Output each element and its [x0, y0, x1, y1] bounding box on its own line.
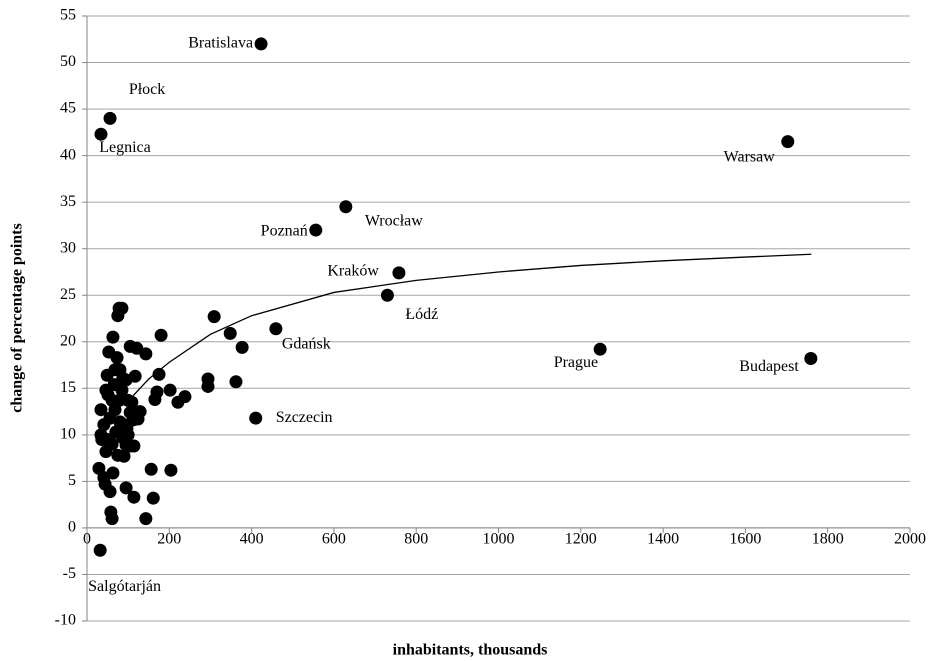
point [101, 388, 115, 402]
point-label: Prague [554, 354, 598, 371]
point [201, 379, 215, 393]
point [269, 322, 283, 336]
x-tick-label: 1000 [483, 531, 515, 548]
point [127, 490, 141, 504]
point-label: Szczecin [276, 409, 333, 426]
x-tick-label: 600 [322, 531, 346, 548]
point [254, 37, 268, 51]
y-tick-label: 5 [68, 472, 76, 489]
y-tick-label: -5 [63, 565, 76, 582]
y-tick-label: 40 [60, 146, 76, 163]
point [104, 505, 118, 519]
point [152, 367, 166, 381]
point [207, 310, 221, 324]
point [339, 200, 353, 214]
point [125, 395, 139, 409]
point [380, 288, 394, 302]
x-tick-label: 1800 [812, 531, 844, 548]
point [119, 481, 133, 495]
x-tick-label: 1600 [729, 531, 761, 548]
x-tick-label: 400 [240, 531, 264, 548]
y-axis-label: change of percentage points [9, 223, 26, 412]
y-tick-label: 20 [60, 332, 76, 349]
point-label: Gdańsk [282, 335, 331, 352]
y-tick-label: 10 [60, 426, 76, 443]
point [146, 491, 160, 505]
point [144, 462, 158, 476]
point [171, 395, 185, 409]
point [223, 326, 237, 340]
point [139, 512, 153, 526]
point-label: Legnica [99, 139, 151, 156]
point [97, 418, 111, 432]
point [235, 340, 249, 354]
x-tick-label: 2000 [894, 531, 926, 548]
point-label: Poznań [261, 223, 308, 240]
y-tick-label: 25 [60, 286, 76, 303]
point-label: Salgótarján [88, 578, 161, 595]
point [127, 439, 141, 453]
point [110, 351, 124, 365]
point-label: Wrocław [365, 212, 423, 229]
point [115, 301, 129, 315]
point [781, 135, 795, 149]
point [117, 449, 131, 463]
point [123, 339, 137, 353]
point [804, 352, 818, 366]
point-label: Łódź [405, 306, 438, 323]
point [309, 223, 323, 237]
point [164, 463, 178, 477]
point [103, 111, 117, 125]
point-label: Bratislava [188, 35, 253, 52]
point [116, 371, 130, 385]
point [163, 383, 177, 397]
point [229, 375, 243, 389]
point-label: Kraków [327, 263, 379, 280]
x-tick-label: 0 [83, 531, 91, 548]
x-tick-label: 200 [157, 531, 181, 548]
point [121, 428, 135, 442]
y-tick-label: 30 [60, 239, 76, 256]
point [249, 411, 263, 425]
y-tick-label: 0 [68, 519, 76, 536]
point [106, 466, 120, 480]
x-axis-label: inhabitants, thousands [393, 642, 548, 659]
point [92, 461, 106, 475]
point [93, 543, 107, 557]
point-label: Warsaw [724, 148, 776, 165]
point [105, 437, 119, 451]
y-tick-label: 55 [60, 7, 76, 24]
point [94, 403, 108, 417]
x-tick-label: 800 [404, 531, 428, 548]
point [106, 330, 120, 344]
y-tick-label: 15 [60, 379, 76, 396]
point-label: Budapest [739, 358, 799, 375]
y-tick-label: 50 [60, 53, 76, 70]
y-tick-label: 45 [60, 100, 76, 117]
point [593, 342, 607, 356]
x-tick-label: 1200 [565, 531, 597, 548]
point [103, 485, 117, 499]
x-tick-label: 1400 [647, 531, 679, 548]
point [154, 328, 168, 342]
point [148, 392, 162, 406]
trendline [132, 253, 812, 397]
point-label: Płock [129, 81, 165, 98]
y-tick-label: -10 [55, 612, 76, 629]
point [94, 127, 108, 141]
point [392, 266, 406, 280]
y-tick-label: 35 [60, 193, 76, 210]
